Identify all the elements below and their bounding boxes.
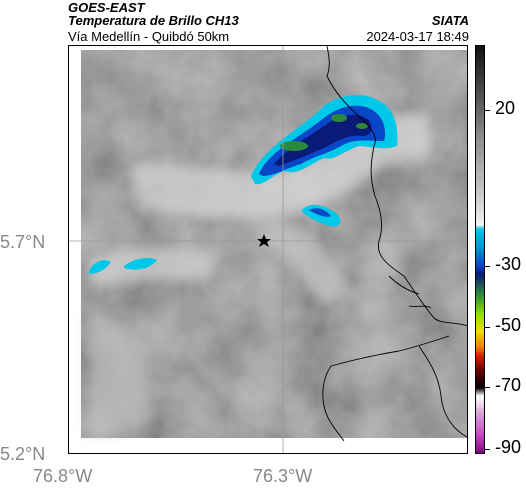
border-line-d: [322, 365, 345, 442]
core-green-c: [356, 123, 368, 129]
cyan-cell-west-a: [89, 260, 111, 274]
cloud-band-southwest: [89, 306, 151, 436]
brightness-temperature-map: [69, 46, 467, 453]
cb-label-50: -50: [495, 315, 522, 335]
core-navy: [274, 114, 372, 166]
cb-label-30: -30: [495, 254, 522, 274]
border-line-b: [388, 275, 420, 295]
colorbar: [475, 45, 485, 454]
border-line-f: [418, 345, 467, 438]
border-line-a: [326, 46, 467, 327]
star-icon: [257, 234, 271, 247]
blue-cell-east: [309, 208, 331, 217]
organization-label: SIATA: [431, 13, 469, 28]
cb-tick-20: [485, 110, 490, 111]
border-line-e: [330, 335, 450, 367]
timestamp: 2024-03-17 18:49: [366, 29, 469, 44]
core-green-a: [280, 141, 308, 151]
lat-label-5-2: 5.2°N: [0, 444, 46, 464]
map-panel: [68, 45, 468, 454]
product-title: Temperatura de Brillo CH13: [68, 13, 239, 28]
satellite-name: GOES-EAST: [68, 0, 145, 15]
cb-label-20: 20: [495, 98, 516, 118]
lon-label-76-8: 76.8°W: [33, 466, 93, 486]
route-label: Vía Medellín - Quibdó 50km: [68, 29, 230, 44]
cb-tick-30: [485, 266, 490, 267]
lat-label-5-7: 5.7°N: [0, 232, 46, 252]
cb-label-70: -70: [495, 375, 522, 395]
border-line-c: [408, 305, 432, 309]
lon-label-76-3: 76.3°W: [253, 466, 313, 486]
cb-tick-90: [485, 449, 490, 450]
cyan-cell-west-b: [124, 258, 157, 270]
cb-label-90: -90: [495, 437, 522, 457]
core-green-b: [331, 114, 347, 122]
cloud-band-west: [89, 246, 219, 286]
cb-tick-50: [485, 327, 490, 328]
cloud-band-central: [259, 216, 349, 306]
cb-tick-70: [485, 387, 490, 388]
borders: [322, 46, 467, 442]
